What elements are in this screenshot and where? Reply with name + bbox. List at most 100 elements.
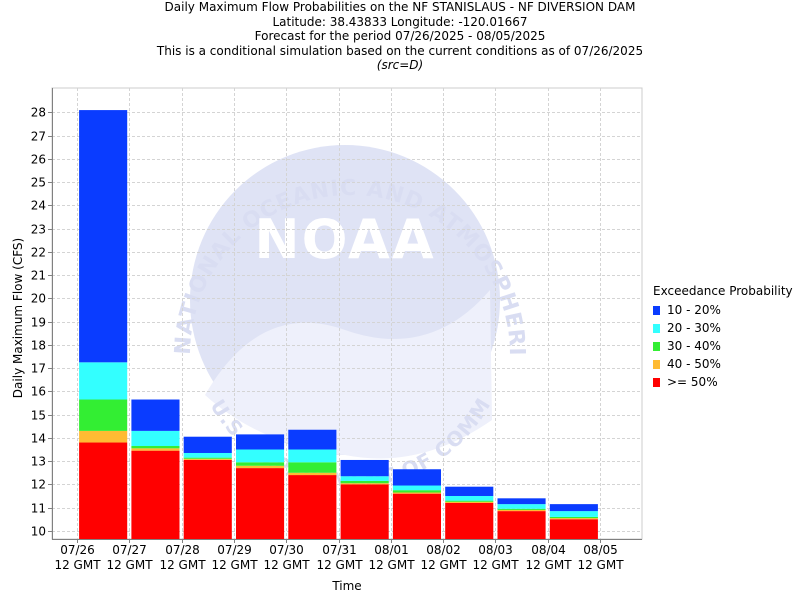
bar-segment — [183, 459, 232, 539]
bar-segment — [392, 493, 442, 539]
bar-segment — [549, 519, 598, 539]
y-axis-label: Daily Maximum Flow (CFS) — [11, 238, 25, 398]
bar-segment — [392, 492, 442, 494]
bar-segment — [79, 442, 128, 539]
y-tick-label: 27 — [31, 130, 46, 144]
x-tick-label-date: 08/05 — [583, 543, 618, 557]
y-tick-label: 20 — [31, 292, 46, 306]
legend-item: >= 50% — [653, 373, 793, 391]
x-tick-label-date: 07/30 — [269, 543, 304, 557]
bar-segment — [445, 486, 494, 496]
bar-segment — [392, 469, 442, 486]
bar-segment — [340, 459, 389, 477]
bar-segment — [288, 472, 337, 476]
x-tick-label-date: 07/28 — [165, 543, 200, 557]
legend-label: >= 50% — [667, 375, 718, 389]
y-tick-label: 10 — [31, 525, 46, 539]
bar-segment — [497, 511, 546, 539]
legend-swatch — [653, 305, 660, 315]
bar-segment — [183, 452, 232, 458]
legend-swatch — [653, 377, 660, 387]
chart-bars — [79, 110, 598, 539]
legend: Exceedance Probability 10 - 20% 20 - 30% 3… — [653, 284, 793, 391]
bar-segment — [549, 511, 598, 517]
y-tick-label: 13 — [31, 455, 46, 469]
watermark-wave — [205, 290, 492, 459]
bar-segment — [497, 509, 546, 512]
bar-segment — [79, 399, 128, 431]
bar-segment — [445, 500, 494, 502]
y-tick-label: 26 — [31, 153, 46, 167]
legend-item: 30 - 40% — [653, 337, 793, 355]
chart-subtitle-period: Forecast for the period 07/26/2025 - 08/… — [254, 29, 546, 43]
legend-swatch — [653, 341, 660, 351]
bar-segment — [392, 490, 442, 493]
legend-swatch — [653, 323, 660, 333]
y-tick-label: 21 — [31, 269, 46, 283]
x-tick-label-time: 12 GMT — [472, 558, 519, 572]
bar-segment — [549, 504, 598, 512]
legend-title: Exceedance Probability — [653, 284, 793, 298]
bar-segment — [235, 449, 285, 463]
bar-segment — [131, 450, 180, 539]
legend-item: 20 - 30% — [653, 319, 793, 337]
y-tick-label: 17 — [31, 362, 46, 376]
bar-segment — [79, 362, 128, 400]
watermark-noaa-text: NOAA — [254, 208, 435, 271]
x-tick-label-time: 12 GMT — [368, 558, 415, 572]
y-tick-label: 22 — [31, 246, 46, 260]
x-tick-label-time: 12 GMT — [577, 558, 624, 572]
legend-label: 20 - 30% — [667, 321, 721, 335]
x-tick-label-date: 08/02 — [426, 543, 461, 557]
bar-segment — [235, 468, 285, 539]
x-tick-label-time: 12 GMT — [420, 558, 467, 572]
y-tick-label: 14 — [31, 432, 46, 446]
bar-segment — [445, 495, 494, 501]
y-tick-label: 23 — [31, 223, 46, 237]
bar-segment — [235, 462, 285, 466]
bar-segment — [549, 518, 598, 520]
chart-source: (src=D) — [376, 58, 424, 72]
x-tick-label-date: 07/26 — [60, 543, 95, 557]
x-tick-label-time: 12 GMT — [525, 558, 572, 572]
y-tick-label: 15 — [31, 409, 46, 423]
bar-segment — [131, 399, 180, 431]
y-tick-label: 25 — [31, 176, 46, 190]
chart-titles: Daily Maximum Flow Probabilities on the … — [0, 0, 800, 73]
bar-segment — [340, 480, 389, 484]
bar-segment — [235, 434, 285, 450]
bar-segment — [497, 498, 546, 505]
x-axis-label: Time — [331, 579, 361, 593]
legend-items: 10 - 20% 20 - 30% 30 - 40% 40 - 50% >= 50% — [653, 301, 793, 391]
bar-segment — [183, 436, 232, 453]
y-tick-label: 11 — [31, 502, 46, 516]
x-tick-label-date: 07/31 — [322, 543, 357, 557]
y-tick-label: 19 — [31, 316, 46, 330]
legend-swatch — [653, 359, 660, 369]
x-tick-label-time: 12 GMT — [54, 558, 101, 572]
x-tick-label-time: 12 GMT — [316, 558, 363, 572]
chart-axes: 10 11 12 13 14 15 16 17 18 19 20 21 22 23 24 25 26 27 28 07… — [31, 88, 642, 572]
x-tick-label-time: 12 GMT — [159, 558, 206, 572]
bar-segment — [288, 475, 337, 539]
bar-segment — [131, 448, 180, 451]
x-tick-label-date: 08/03 — [478, 543, 513, 557]
bar-segment — [79, 430, 128, 443]
y-tick-label: 16 — [31, 385, 46, 399]
x-tick-label-time: 12 GMT — [106, 558, 153, 572]
legend-label: 30 - 40% — [667, 339, 721, 353]
x-tick-label-time: 12 GMT — [263, 558, 310, 572]
bar-segment — [79, 110, 128, 363]
chart-subtitle-condition: This is a conditional simulation based o… — [156, 43, 644, 58]
bar-segment — [288, 429, 337, 450]
bar-segment — [340, 484, 389, 539]
bar-segment — [183, 458, 232, 460]
bar-segment — [235, 465, 285, 469]
y-tick-label: 28 — [31, 106, 46, 120]
y-tick-label: 24 — [31, 199, 46, 213]
y-tick-label: 12 — [31, 478, 46, 492]
bar-segment — [131, 446, 180, 449]
bar-segment — [497, 508, 546, 510]
x-tick-label-date: 07/29 — [217, 543, 252, 557]
